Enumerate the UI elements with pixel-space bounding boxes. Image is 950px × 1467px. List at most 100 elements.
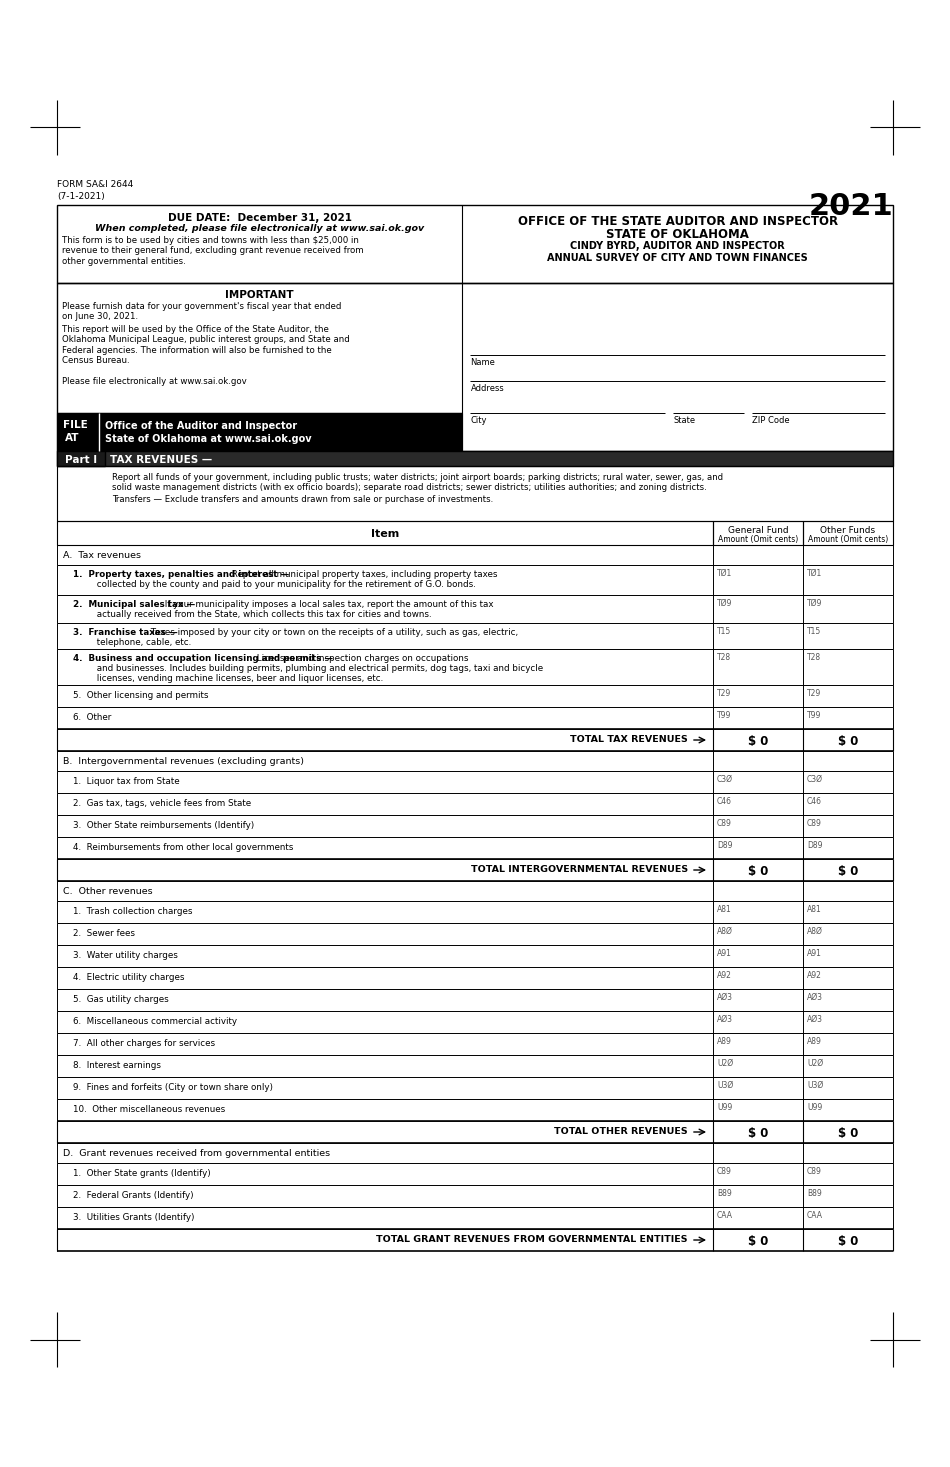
- Text: Item: Item: [370, 530, 399, 538]
- Text: C89: C89: [807, 1168, 822, 1177]
- Text: 3.  Other State reimbursements (Identify): 3. Other State reimbursements (Identify): [73, 822, 255, 830]
- Text: CAA: CAA: [807, 1210, 823, 1221]
- Text: General Fund: General Fund: [728, 527, 788, 535]
- Text: AØ3: AØ3: [807, 993, 823, 1002]
- Text: Part I: Part I: [65, 455, 97, 465]
- Text: 5.  Gas utility charges: 5. Gas utility charges: [73, 995, 169, 1003]
- Text: U2Ø: U2Ø: [807, 1059, 823, 1068]
- Text: U99: U99: [717, 1103, 732, 1112]
- Text: C89: C89: [717, 819, 732, 827]
- Text: A91: A91: [807, 949, 822, 958]
- Text: 4.  Business and occupation licensing and permits —: 4. Business and occupation licensing and…: [73, 654, 333, 663]
- Text: 2.  Sewer fees: 2. Sewer fees: [73, 929, 135, 937]
- Text: 1.  Property taxes, penalties and interest —: 1. Property taxes, penalties and interes…: [73, 571, 289, 579]
- Text: 4.  Reimbursements from other local governments: 4. Reimbursements from other local gover…: [73, 844, 294, 852]
- Text: 2.  Federal Grants (Identify): 2. Federal Grants (Identify): [73, 1191, 194, 1200]
- Bar: [57, 205, 893, 283]
- Text: IMPORTANT: IMPORTANT: [225, 290, 294, 299]
- Text: $ 0: $ 0: [838, 1235, 858, 1248]
- Text: A81: A81: [807, 905, 822, 914]
- Text: U3Ø: U3Ø: [807, 1081, 824, 1090]
- Text: T15: T15: [807, 626, 821, 637]
- Text: CAA: CAA: [717, 1210, 733, 1221]
- Text: A91: A91: [717, 949, 732, 958]
- Text: FORM SA&I 2644: FORM SA&I 2644: [57, 180, 133, 189]
- Text: $ 0: $ 0: [748, 735, 769, 748]
- Bar: [713, 521, 803, 546]
- Text: If your municipality imposes a local sales tax, report the amount of this tax: If your municipality imposes a local sal…: [162, 600, 493, 609]
- Text: 3.  Franchise taxes —: 3. Franchise taxes —: [73, 628, 178, 637]
- Text: Please furnish data for your government's fiscal year that ended
on June 30, 202: Please furnish data for your government'…: [62, 302, 341, 321]
- Text: 2021: 2021: [808, 192, 893, 222]
- Text: U3Ø: U3Ø: [717, 1081, 733, 1090]
- Text: DUE DATE:  December 31, 2021: DUE DATE: December 31, 2021: [168, 213, 352, 223]
- Text: TØ1: TØ1: [717, 569, 732, 578]
- Text: State of Oklahoma at www.sai.ok.gov: State of Oklahoma at www.sai.ok.gov: [105, 434, 312, 445]
- Text: U2Ø: U2Ø: [717, 1059, 733, 1068]
- Text: TOTAL TAX REVENUES: TOTAL TAX REVENUES: [570, 735, 688, 744]
- Text: 3.  Water utility charges: 3. Water utility charges: [73, 951, 178, 959]
- Text: When completed, please file electronically at www.sai.ok.gov: When completed, please file electronical…: [95, 224, 425, 233]
- Text: AT: AT: [65, 433, 80, 443]
- Text: 1.  Other State grants (Identify): 1. Other State grants (Identify): [73, 1169, 211, 1178]
- Text: CINDY BYRD, AUDITOR AND INSPECTOR: CINDY BYRD, AUDITOR AND INSPECTOR: [570, 241, 785, 251]
- Text: T28: T28: [807, 653, 821, 662]
- Text: A92: A92: [717, 971, 732, 980]
- Text: OFFICE OF THE STATE AUDITOR AND INSPECTOR: OFFICE OF THE STATE AUDITOR AND INSPECTO…: [518, 216, 838, 227]
- Text: Report all municipal property taxes, including property taxes: Report all municipal property taxes, inc…: [229, 571, 498, 579]
- Bar: [57, 414, 463, 450]
- Text: A89: A89: [807, 1037, 822, 1046]
- Text: U99: U99: [807, 1103, 823, 1112]
- Text: City: City: [470, 417, 487, 425]
- Text: This report will be used by the Office of the State Auditor, the
Oklahoma Munici: This report will be used by the Office o…: [62, 326, 350, 365]
- Text: actually received from the State, which collects this tax for cities and towns.: actually received from the State, which …: [83, 610, 431, 619]
- Text: AØ3: AØ3: [807, 1015, 823, 1024]
- Text: FILE: FILE: [63, 420, 87, 430]
- Text: licenses, vending machine licenses, beer and liquor licenses, etc.: licenses, vending machine licenses, beer…: [83, 673, 383, 684]
- Bar: [57, 283, 893, 450]
- Text: TOTAL OTHER REVENUES: TOTAL OTHER REVENUES: [555, 1127, 688, 1135]
- Text: A8Ø: A8Ø: [717, 927, 732, 936]
- Bar: [57, 521, 713, 546]
- Text: C.  Other revenues: C. Other revenues: [63, 888, 153, 896]
- Text: C89: C89: [717, 1168, 732, 1177]
- Text: 1.  Liquor tax from State: 1. Liquor tax from State: [73, 778, 180, 786]
- Text: 10.  Other miscellaneous revenues: 10. Other miscellaneous revenues: [73, 1105, 225, 1113]
- Text: C46: C46: [717, 797, 732, 805]
- Text: 6.  Other: 6. Other: [73, 713, 111, 722]
- Text: $ 0: $ 0: [748, 1127, 769, 1140]
- Bar: [57, 467, 893, 521]
- Text: 7.  All other charges for services: 7. All other charges for services: [73, 1039, 215, 1047]
- Text: A8Ø: A8Ø: [807, 927, 823, 936]
- Text: ANNUAL SURVEY OF CITY AND TOWN FINANCES: ANNUAL SURVEY OF CITY AND TOWN FINANCES: [547, 252, 808, 263]
- Text: collected by the county and paid to your municipality for the retirement of G.O.: collected by the county and paid to your…: [83, 579, 476, 588]
- Text: D.  Grant revenues received from governmental entities: D. Grant revenues received from governme…: [63, 1149, 331, 1157]
- Text: Report all funds of your government, including public trusts; water districts; j: Report all funds of your government, inc…: [112, 472, 723, 493]
- Text: C3Ø: C3Ø: [807, 775, 823, 783]
- Text: $ 0: $ 0: [838, 735, 858, 748]
- Text: Office of the Auditor and Inspector: Office of the Auditor and Inspector: [105, 421, 297, 431]
- Text: 3.  Utilities Grants (Identify): 3. Utilities Grants (Identify): [73, 1213, 195, 1222]
- Text: AØ3: AØ3: [717, 1015, 733, 1024]
- Text: A.  Tax revenues: A. Tax revenues: [63, 552, 141, 560]
- Text: Name: Name: [470, 358, 495, 367]
- Text: D89: D89: [717, 841, 732, 849]
- Text: $ 0: $ 0: [748, 866, 769, 879]
- Text: Transfers — Exclude transfers and amounts drawn from sale or purchase of investm: Transfers — Exclude transfers and amount…: [112, 494, 493, 505]
- Bar: [57, 450, 105, 467]
- Text: ZIP Code: ZIP Code: [752, 417, 789, 425]
- Text: telephone, cable, etc.: telephone, cable, etc.: [83, 638, 191, 647]
- Text: D89: D89: [807, 841, 823, 849]
- Text: AØ3: AØ3: [717, 993, 733, 1002]
- Text: State: State: [674, 417, 695, 425]
- Text: C3Ø: C3Ø: [717, 775, 733, 783]
- Text: TØ9: TØ9: [807, 599, 823, 607]
- Text: Other Funds: Other Funds: [821, 527, 876, 535]
- Text: Amount (Omit cents): Amount (Omit cents): [808, 535, 888, 544]
- Text: 5.  Other licensing and permits: 5. Other licensing and permits: [73, 691, 208, 700]
- Text: T29: T29: [807, 689, 821, 698]
- Text: 9.  Fines and forfeits (City or town share only): 9. Fines and forfeits (City or town shar…: [73, 1083, 273, 1091]
- Text: Licenses and inspection charges on occupations: Licenses and inspection charges on occup…: [254, 654, 468, 663]
- Text: C46: C46: [807, 797, 822, 805]
- Text: Amount (Omit cents): Amount (Omit cents): [718, 535, 798, 544]
